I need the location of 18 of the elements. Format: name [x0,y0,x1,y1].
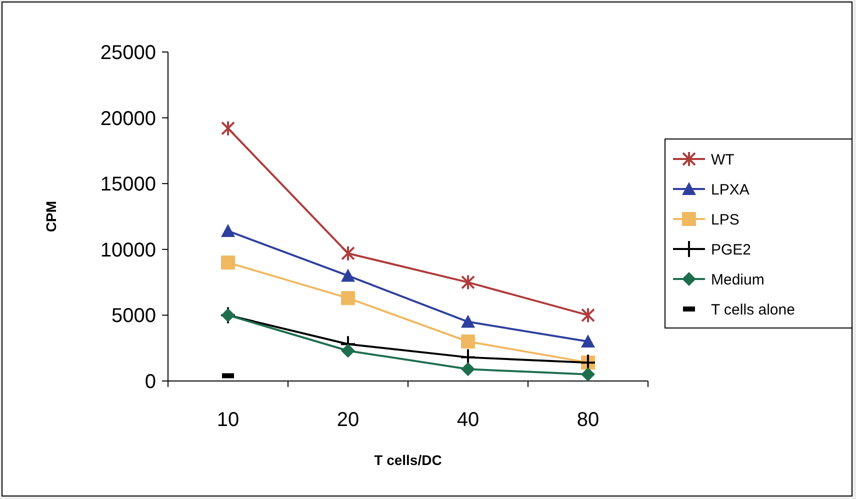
legend-label: PGE2 [711,241,752,258]
y-tick-label: 0 [144,371,156,393]
legend-label: T cells alone [711,301,795,318]
y-tick-label: 25000 [100,42,156,64]
x-tick-label: 80 [576,409,600,431]
x-axis-title: T cells/DC [374,452,442,468]
legend-label: LPXA [711,181,750,198]
y-tick-label: 20000 [100,108,156,130]
x-tick-label: 20 [336,409,360,431]
x-tick-label: 40 [456,409,480,431]
legend-label: Medium [711,271,764,288]
legend-label: WT [711,151,734,168]
y-tick-label: 15000 [100,174,156,196]
y-tick-label: 10000 [100,239,156,262]
legend-label: LPS [711,211,740,228]
x-tick-label: 10 [216,409,240,431]
y-axis-title: CPM [43,200,59,232]
y-tick-label: 5000 [112,305,156,328]
